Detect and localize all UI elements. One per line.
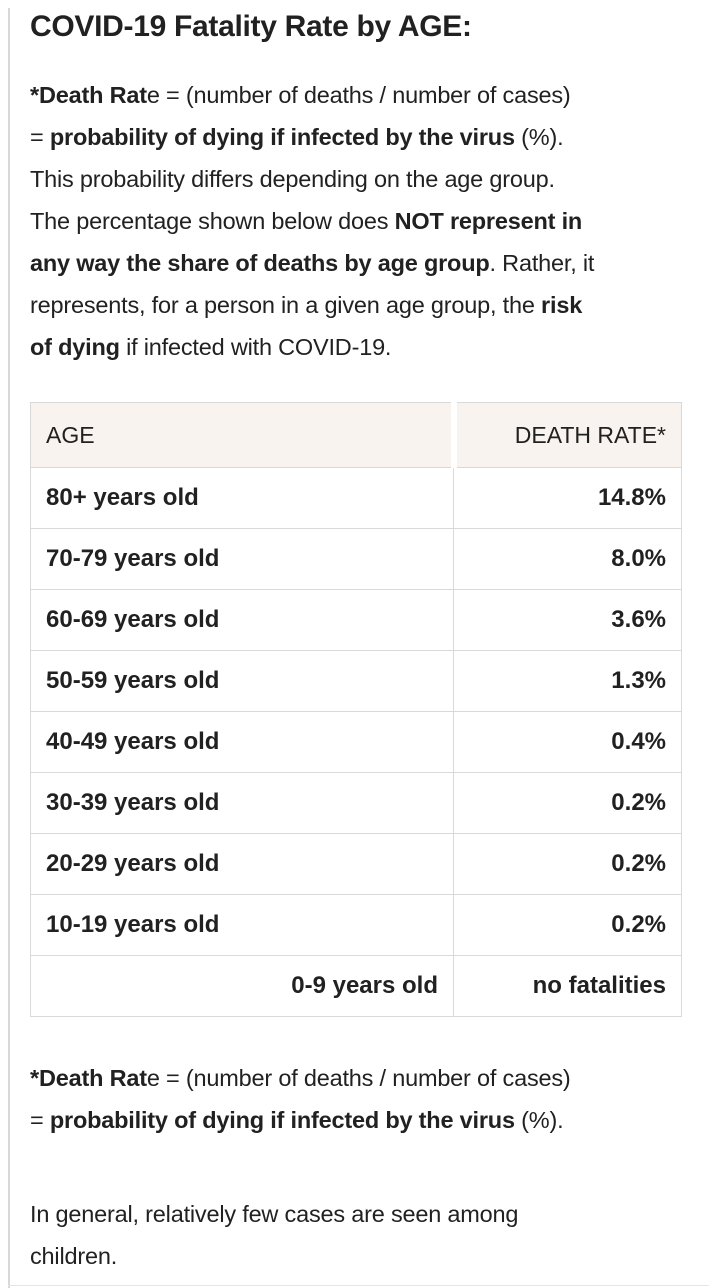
death-rate-cell: 14.8%: [453, 467, 682, 529]
age-cell: 0-9 years old: [30, 955, 454, 1017]
death-rate-cell: 0.4%: [453, 711, 682, 773]
age-cell: 40-49 years old: [30, 711, 454, 773]
table-row: 70-79 years old 8.0%: [30, 528, 682, 590]
age-cell: 80+ years old: [30, 467, 454, 529]
table-body: 80+ years old 14.8% 70-79 years old 8.0% 60-…: [30, 467, 682, 1017]
table-row: 80+ years old 14.8%: [30, 467, 682, 529]
column-header-age: AGE: [30, 402, 454, 468]
death-rate-cell: no fatalities: [453, 955, 682, 1017]
age-cell: 50-59 years old: [30, 650, 454, 712]
page-title: COVID-19 Fatality Rate by AGE:: [30, 10, 472, 43]
death-rate-cell: 8.0%: [453, 528, 682, 590]
fatality-rate-table: AGE DEATH RATE* 80+ years old 14.8% 70-79 …: [30, 402, 682, 1017]
death-rate-cell: 0.2%: [453, 833, 682, 895]
table-row: 30-39 years old 0.2%: [30, 772, 682, 834]
table-row: 10-19 years old 0.2%: [30, 894, 682, 956]
table-row: 40-49 years old 0.4%: [30, 711, 682, 773]
age-cell: 70-79 years old: [30, 528, 454, 590]
column-header-death-rate: DEATH RATE*: [450, 402, 682, 468]
table-row: 20-29 years old 0.2%: [30, 833, 682, 895]
page-left-border: [8, 8, 10, 1288]
age-cell: 10-19 years old: [30, 894, 454, 956]
death-rate-cell: 1.3%: [453, 650, 682, 712]
table-row: 50-59 years old 1.3%: [30, 650, 682, 712]
table-header-row: AGE DEATH RATE*: [30, 402, 682, 468]
intro-paragraph: *Death Rate = (number of deaths / number…: [30, 82, 595, 360]
table-row: 0-9 years old no fatalities: [30, 955, 682, 1017]
closing-paragraph: In general, relatively few cases are see…: [30, 1201, 519, 1269]
footnote-paragraph: *Death Rate = (number of deaths / number…: [30, 1065, 571, 1133]
age-cell: 60-69 years old: [30, 589, 454, 651]
table-row: 60-69 years old 3.6%: [30, 589, 682, 651]
page-bottom-border: [8, 1285, 709, 1286]
age-cell: 20-29 years old: [30, 833, 454, 895]
age-cell: 30-39 years old: [30, 772, 454, 834]
page: COVID-19 Fatality Rate by AGE: *Death Ra…: [0, 8, 709, 1288]
death-rate-cell: 0.2%: [453, 894, 682, 956]
death-rate-cell: 0.2%: [453, 772, 682, 834]
death-rate-cell: 3.6%: [453, 589, 682, 651]
